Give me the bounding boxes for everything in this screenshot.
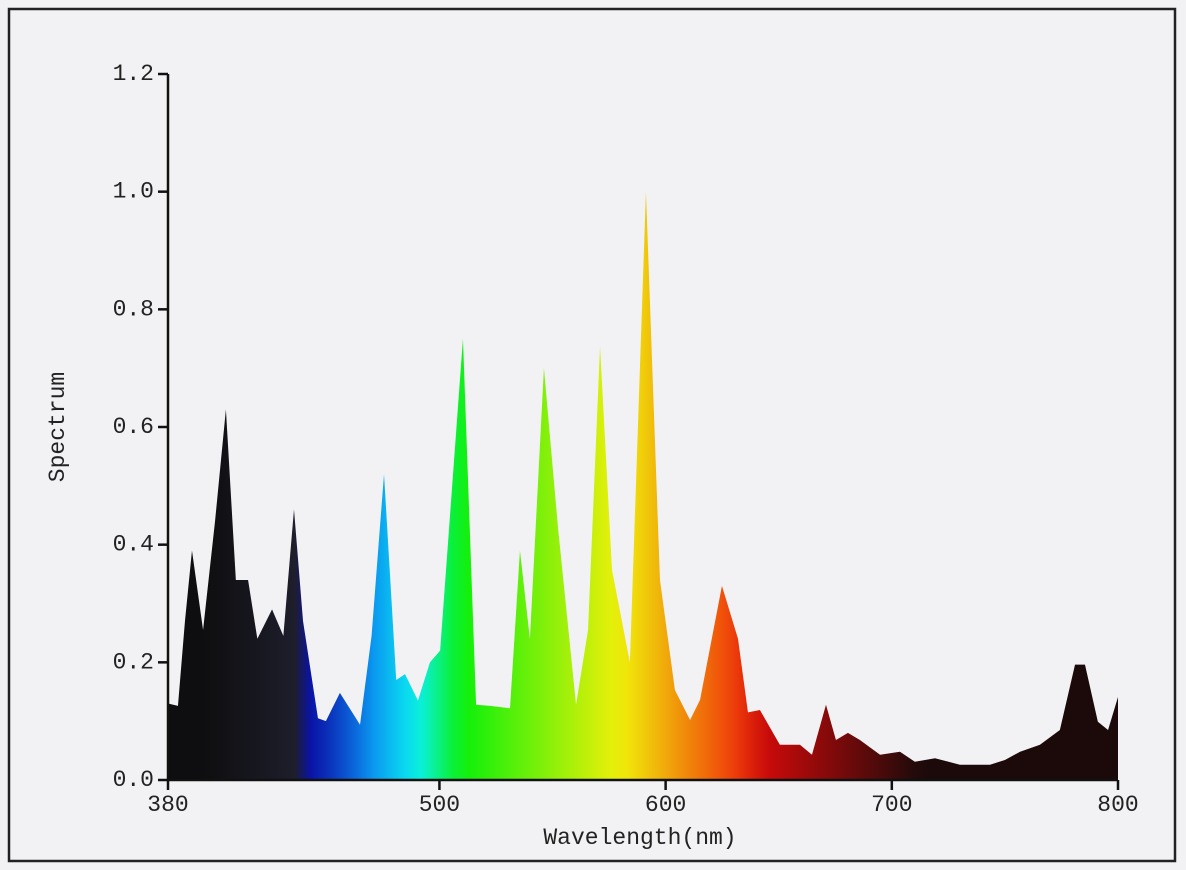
x-axis-title: Wavelength(nm) xyxy=(543,825,736,851)
frame xyxy=(7,7,1177,863)
y-tick-label: 0.0 xyxy=(113,767,154,793)
y-tick-label: 0.2 xyxy=(113,649,154,675)
x-tick-label: 700 xyxy=(871,792,912,818)
spectrum-area xyxy=(168,191,1118,780)
x-tick-label: 600 xyxy=(645,792,686,818)
y-tick-label: 0.4 xyxy=(113,532,154,558)
y-tick-label: 0.8 xyxy=(113,296,154,322)
x-tick-label: 800 xyxy=(1097,792,1138,818)
y-tick-label: 1.0 xyxy=(113,179,154,205)
x-tick-label: 500 xyxy=(419,792,460,818)
y-tick-label: 0.6 xyxy=(113,414,154,440)
y-tick-label: 1.2 xyxy=(113,61,154,87)
x-tick-label: 380 xyxy=(147,792,188,818)
y-axis-title: Spectrum xyxy=(45,372,71,482)
